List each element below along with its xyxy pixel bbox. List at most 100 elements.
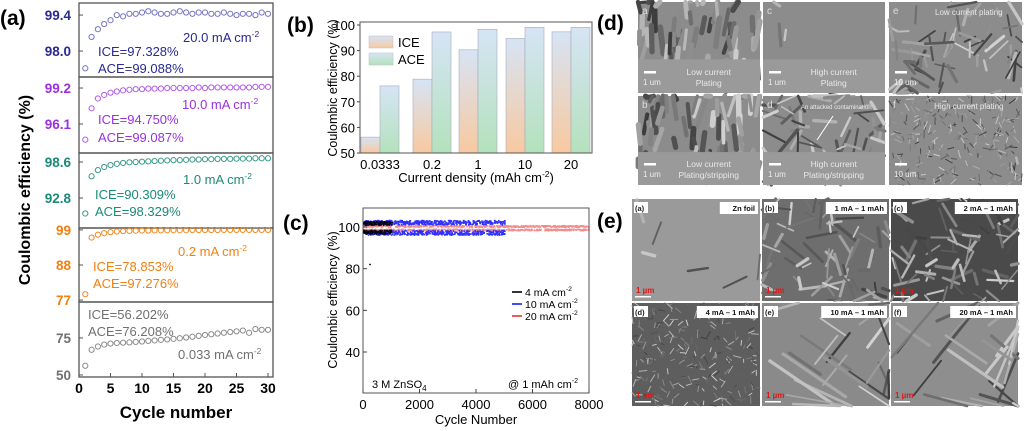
sem-texture: [938, 81, 944, 95]
data-point: [363, 223, 365, 226]
data-point: [561, 229, 564, 231]
scale-bar: [765, 296, 781, 298]
data-point: [449, 233, 451, 236]
data-point: [511, 229, 513, 232]
sem-texture: [1000, 108, 1004, 117]
data-point: [406, 234, 408, 236]
data-point: [503, 233, 506, 235]
data-point: [233, 155, 240, 162]
sem-texture: [787, 351, 822, 376]
sem-texture: [701, 387, 705, 392]
sem-texture: [671, 398, 674, 404]
sem-texture: [713, 398, 721, 402]
sem-texture: [1010, 127, 1015, 132]
sem-texture: [1011, 401, 1020, 408]
sem-texture: [780, 105, 794, 115]
data-point: [460, 222, 463, 224]
sem-texture: [985, 143, 990, 146]
data-point: [492, 226, 495, 228]
data-point: [519, 229, 521, 232]
sem-texture: [700, 353, 705, 359]
data-point: [417, 220, 419, 223]
data-point: [472, 220, 475, 222]
data-point: [407, 232, 409, 235]
data-point: [431, 225, 434, 227]
data-point: [489, 222, 492, 225]
data-point: [411, 229, 413, 232]
data-point: [582, 229, 585, 232]
sem-texture: [859, 103, 871, 109]
data-point: [449, 222, 452, 224]
sem-texture: [650, 374, 656, 383]
data-point: [408, 232, 410, 235]
data-point: [145, 158, 152, 165]
sem-texture: [649, 357, 656, 361]
outlier-point: [369, 263, 371, 266]
sem-texture: [931, 99, 935, 103]
sem-texture: [637, 334, 643, 342]
data-point: [418, 223, 420, 226]
data-point: [509, 225, 511, 228]
y-tick-label: 99.2: [45, 81, 71, 96]
data-point: [380, 219, 383, 222]
data-point: [407, 225, 409, 228]
sem-texture: [917, 99, 922, 103]
data-point: [473, 222, 476, 224]
sem-image-background: [632, 199, 760, 301]
data-point: [453, 225, 456, 227]
sem-texture: [668, 330, 675, 338]
y-tick-label: 88: [56, 258, 72, 273]
sem-texture: [949, 157, 958, 160]
data-point: [368, 230, 370, 232]
annotation-arrow: [816, 115, 834, 141]
data-point: [189, 84, 196, 92]
sem-texture: [713, 15, 723, 50]
sem-texture: [760, 283, 777, 294]
data-point: [384, 225, 386, 227]
data-point: [439, 220, 442, 222]
data-point: [388, 233, 391, 236]
data-point: [195, 9, 202, 16]
data-point: [556, 229, 559, 232]
data-point: [581, 229, 583, 231]
data-point: [227, 10, 234, 17]
data-point: [366, 224, 369, 226]
data-point: [428, 223, 430, 226]
data-point: [551, 225, 553, 228]
data-point: [451, 225, 453, 227]
sem-texture: [1007, 0, 1024, 26]
data-point: [491, 233, 494, 236]
sem-texture: [785, 394, 850, 407]
sem-texture: [1020, 173, 1023, 182]
data-point: [561, 224, 563, 227]
data-point: [413, 228, 415, 231]
sem-texture: [888, 117, 892, 127]
data-point: [469, 221, 472, 224]
sem-texture: [727, 390, 733, 394]
sem-texture: [913, 140, 917, 148]
data-point: [575, 224, 577, 227]
sem-texture: [1015, 108, 1020, 116]
sem-texture: [822, 354, 848, 386]
sem-texture: [743, 344, 746, 350]
sem-texture: [952, 173, 959, 177]
sem-texture: [895, 321, 931, 347]
data-point: [571, 225, 574, 227]
data-point: [258, 155, 265, 162]
data-point: [545, 225, 548, 228]
sem-texture: [688, 320, 693, 325]
data-point: [413, 223, 415, 226]
data-point: [421, 220, 424, 223]
data-point: [498, 232, 500, 235]
data-point: [246, 329, 253, 336]
sem-texture: [952, 168, 955, 178]
sem-texture: [969, 142, 975, 148]
data-point: [378, 229, 380, 231]
data-point: [501, 230, 503, 232]
bar-ace: [524, 27, 545, 154]
data-point: [385, 231, 387, 234]
sem-texture: [768, 359, 836, 407]
data-point: [380, 222, 382, 224]
